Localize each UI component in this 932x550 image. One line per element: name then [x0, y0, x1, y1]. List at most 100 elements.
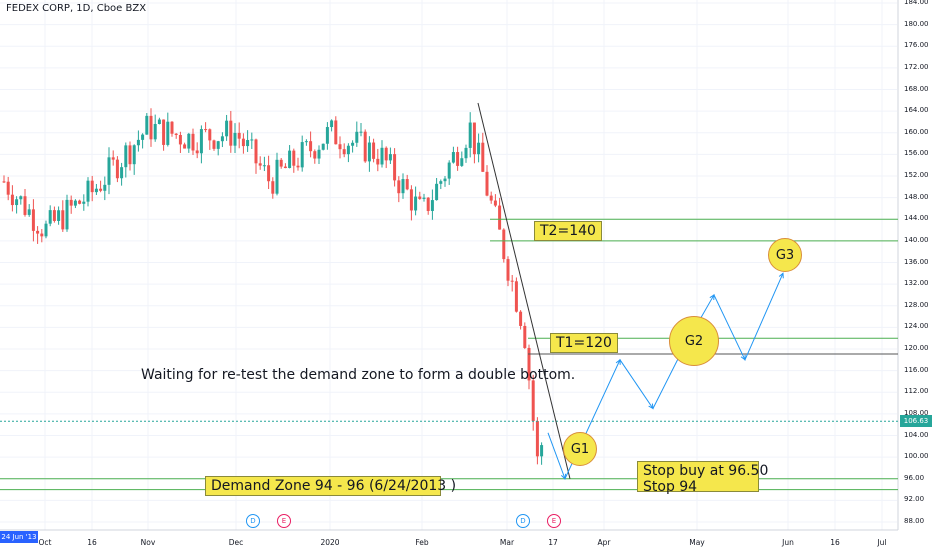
candle-body — [15, 199, 19, 206]
x-tick-label: May — [689, 538, 705, 547]
dividend-badge[interactable]: D — [516, 514, 530, 528]
candle-body — [229, 120, 233, 146]
candle-body — [153, 123, 157, 140]
candle-body — [405, 179, 409, 190]
y-tick-label: 160.00 — [904, 127, 929, 136]
candle-body — [191, 133, 195, 151]
candle-body — [359, 131, 363, 133]
y-tick-label: 136.00 — [904, 257, 929, 266]
candle-body — [82, 201, 86, 204]
candle-body — [73, 200, 77, 206]
stop-label: Stop 94 — [643, 479, 698, 495]
x-tick-label: Nov — [140, 538, 156, 547]
candle-body — [103, 184, 107, 191]
candle-body — [498, 205, 502, 230]
candle-body — [166, 121, 170, 145]
y-tick-label: 124.00 — [904, 322, 929, 331]
candle-body — [19, 196, 23, 200]
candle-body — [120, 167, 124, 179]
candle-body — [397, 180, 401, 194]
x-tick-label: 17 — [548, 538, 558, 547]
candle-body — [204, 129, 208, 131]
candle-body — [237, 132, 241, 139]
candle-body — [275, 159, 279, 194]
y-tick-label: 120.00 — [904, 344, 929, 352]
y-tick-label: 172.00 — [904, 62, 929, 71]
x-tick-label: 2020 — [320, 538, 340, 547]
candle-body — [128, 145, 132, 165]
y-tick-label: 164.00 — [904, 106, 929, 115]
projection-arrowhead — [778, 272, 784, 279]
candle-body — [519, 311, 523, 326]
candle-body — [346, 145, 350, 155]
candle-body — [334, 120, 338, 145]
candle-body — [225, 120, 229, 137]
candle-body — [355, 131, 359, 143]
candle-body — [535, 421, 539, 457]
candle-body — [111, 157, 115, 160]
y-tick-label: 116.00 — [904, 365, 929, 374]
x-tick-label: Oct — [38, 538, 52, 547]
y-tick-label: 140.00 — [904, 235, 929, 244]
candle-body — [288, 150, 292, 169]
g2-marker: G2 — [669, 316, 719, 366]
candle-body — [149, 115, 153, 140]
candle-body — [23, 196, 27, 215]
candle-body — [99, 188, 103, 191]
candle-body — [254, 139, 258, 164]
x-tick-label: Mar — [499, 538, 515, 547]
candle-body — [94, 188, 98, 193]
candle-body — [325, 127, 329, 144]
candle-body — [61, 210, 65, 230]
candle-body — [178, 134, 182, 145]
y-tick-label: 180.00 — [904, 19, 929, 28]
dividend-badge[interactable]: D — [246, 514, 260, 528]
candle-body — [338, 144, 342, 150]
candle-body — [27, 209, 31, 215]
candle-body — [456, 152, 460, 166]
candle-body — [57, 210, 61, 221]
candle-body — [157, 119, 161, 124]
candle-body — [363, 131, 367, 162]
current-price-tag: 106.63 — [900, 415, 932, 427]
candle-body — [78, 200, 82, 204]
candle-body — [283, 166, 287, 169]
candle-body — [351, 142, 355, 146]
target-t2-label: T2=140 — [534, 221, 602, 241]
candle-body — [233, 132, 237, 146]
candle-body — [40, 233, 44, 237]
g3-marker: G3 — [768, 238, 802, 272]
x-tick-label: 16 — [87, 538, 97, 547]
projection-arrowhead — [648, 403, 654, 410]
x-tick-label: Jun — [782, 538, 794, 547]
candle-body — [464, 147, 468, 159]
candle-body — [170, 121, 174, 134]
earnings-badge[interactable]: E — [277, 514, 291, 528]
y-tick-label: 92.00 — [904, 495, 925, 504]
candle-body — [376, 158, 380, 165]
y-tick-label: 176.00 — [904, 41, 929, 50]
candle-body — [418, 196, 422, 199]
candle-body — [401, 179, 405, 194]
candle-body — [115, 159, 119, 179]
earnings-badge[interactable]: E — [547, 514, 561, 528]
candle-body — [145, 115, 149, 135]
trend-line — [477, 102, 571, 479]
target-t1-label: T1=120 — [550, 333, 618, 353]
candle-body — [279, 159, 283, 167]
candle-body — [124, 145, 128, 168]
chart-title: FEDEX CORP, 1D, Cboe BZX — [6, 3, 147, 14]
x-tick-label: Jul — [877, 538, 887, 547]
candle-body — [481, 142, 485, 172]
y-tick-label: 96.00 — [904, 473, 925, 482]
candle-body — [31, 209, 35, 231]
stop-buy-label: Stop buy at 96.50 — [643, 463, 769, 479]
projection-arrowhead — [560, 473, 567, 480]
candle-body — [65, 199, 69, 230]
candle-body — [393, 154, 397, 181]
candle-body — [2, 181, 6, 183]
candle-body — [460, 158, 464, 166]
candle-body — [439, 181, 443, 184]
candle-body — [187, 133, 191, 149]
